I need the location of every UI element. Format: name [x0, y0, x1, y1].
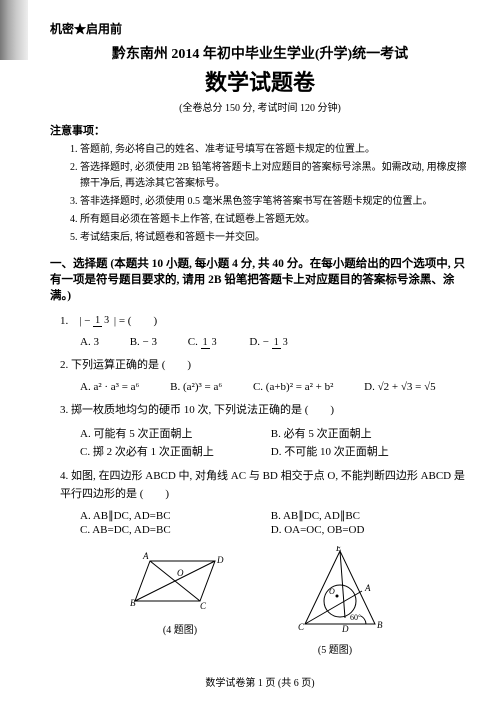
question-1: 1. | − 13 | = ( ) [60, 312, 470, 330]
q3-options: A. 可能有 5 次正面朝上 B. 必有 5 次正面朝上 C. 掷 2 次必有 … [80, 425, 470, 459]
option-a: A. a² · a³ = a⁶ [80, 381, 139, 393]
confidential-label: 机密★启用前 [50, 20, 470, 37]
main-title: 数学试题卷 [50, 65, 470, 97]
q4-options: A. AB∥DC, AD=BC B. AB∥DC, AD∥BC C. AB=DC… [80, 509, 470, 536]
option-b: B. 必有 5 次正面朝上 [271, 425, 372, 441]
parallelogram-icon: A D B C O [130, 546, 230, 616]
svg-text:A: A [364, 583, 371, 593]
exam-page: 机密★启用前 黔东南州 2014 年初中毕业生学业(升学)统一考试 数学试题卷 … [0, 0, 500, 699]
option-b: B. − 3 [130, 336, 157, 348]
note-item: 考试结束后, 将试题卷和答题卡一并交回。 [80, 230, 470, 246]
q1-stem-prefix: 1. | − [60, 315, 93, 327]
option-c: C. (a+b)² = a² + b² [253, 381, 333, 393]
q1-stem-suffix: | = ( ) [114, 315, 157, 327]
option-d: D. − 13 [249, 336, 289, 348]
option-d: D. 不可能 10 次正面朝上 [271, 443, 389, 459]
svg-text:A: A [142, 551, 149, 561]
fraction-icon: 13 [93, 316, 111, 326]
note-item: 答题前, 务必将自己的姓名、准考证号填写在答题卡规定的位置上。 [80, 142, 470, 158]
option-d: D. OA=OC, OB=OD [271, 524, 365, 536]
option-c: C. 掷 2 次必有 1 次正面朝上 [80, 443, 240, 459]
option-d-label: D. − [249, 336, 271, 348]
figures-row: A D B C O (4 题图) E C B A D O [50, 546, 470, 656]
svg-text:C: C [298, 622, 305, 632]
figure-5-label: (5 题图) [280, 641, 390, 656]
svg-text:D: D [216, 555, 224, 565]
note-item: 答选择题时, 必须使用 2B 铅笔将答题卡上对应题目的答案标号涂黑。如需改动, … [80, 160, 470, 192]
svg-text:D: D [341, 624, 349, 634]
q2-options: A. a² · a³ = a⁶ B. (a²)³ = a⁶ C. (a+b)² … [80, 380, 470, 392]
note-item: 答非选择题时, 必须使用 0.5 毫米黑色签字笔将答案书写在答题卡规定的位置上。 [80, 194, 470, 210]
figure-5: E C B A D O 60° (5 题图) [280, 546, 390, 656]
option-c: C. AB=DC, AD=BC [80, 524, 240, 536]
svg-text:C: C [200, 601, 207, 611]
option-b: B. AB∥DC, AD∥BC [271, 509, 360, 522]
notes-header: 注意事项： [50, 122, 470, 138]
triangle-circle-icon: E C B A D O 60° [280, 546, 390, 636]
svg-text:O: O [329, 587, 335, 596]
note-item: 所有题目必须在答题卡上作答, 在试题卷上答题无效。 [80, 212, 470, 228]
svg-text:B: B [130, 598, 136, 608]
question-4: 4. 如图, 在四边形 ABCD 中, 对角线 AC 与 BD 相交于点 O, … [60, 467, 470, 503]
notes-list: 答题前, 务必将自己的姓名、准考证号填写在答题卡规定的位置上。 答选择题时, 必… [50, 142, 470, 246]
option-a: A. 3 [80, 336, 99, 348]
figure-4: A D B C O (4 题图) [130, 546, 230, 656]
svg-text:O: O [177, 568, 184, 578]
binding-edge [0, 0, 28, 60]
option-d: D. √2 + √3 = √5 [364, 381, 435, 393]
section-1-header: 一、选择题 (本题共 10 小题, 每小题 4 分, 共 40 分。在每小题给出… [50, 256, 470, 304]
page-footer: 数学试卷第 1 页 (共 6 页) [50, 674, 470, 689]
fraction-icon: 13 [272, 338, 290, 348]
svg-text:E: E [335, 546, 342, 553]
option-a: A. 可能有 5 次正面朝上 [80, 425, 240, 441]
question-3: 3. 掷一枚质地均匀的硬币 10 次, 下列说法正确的是 ( ) [60, 401, 470, 419]
option-c: C. 13 [188, 336, 219, 348]
option-a: A. AB∥DC, AD=BC [80, 509, 240, 522]
svg-text:60°: 60° [350, 613, 361, 622]
q1-options: A. 3 B. − 3 C. 13 D. − 13 [80, 336, 470, 348]
question-2: 2. 下列运算正确的是 ( ) [60, 356, 470, 374]
option-c-label: C. [188, 336, 201, 348]
subtitle: (全卷总分 150 分, 考试时间 120 分钟) [50, 99, 470, 114]
svg-text:B: B [377, 620, 383, 630]
header-title: 黔东南州 2014 年初中毕业生学业(升学)统一考试 [50, 43, 470, 63]
fraction-icon: 13 [201, 338, 219, 348]
option-b: B. (a²)³ = a⁶ [170, 381, 222, 393]
figure-4-label: (4 题图) [130, 621, 230, 636]
